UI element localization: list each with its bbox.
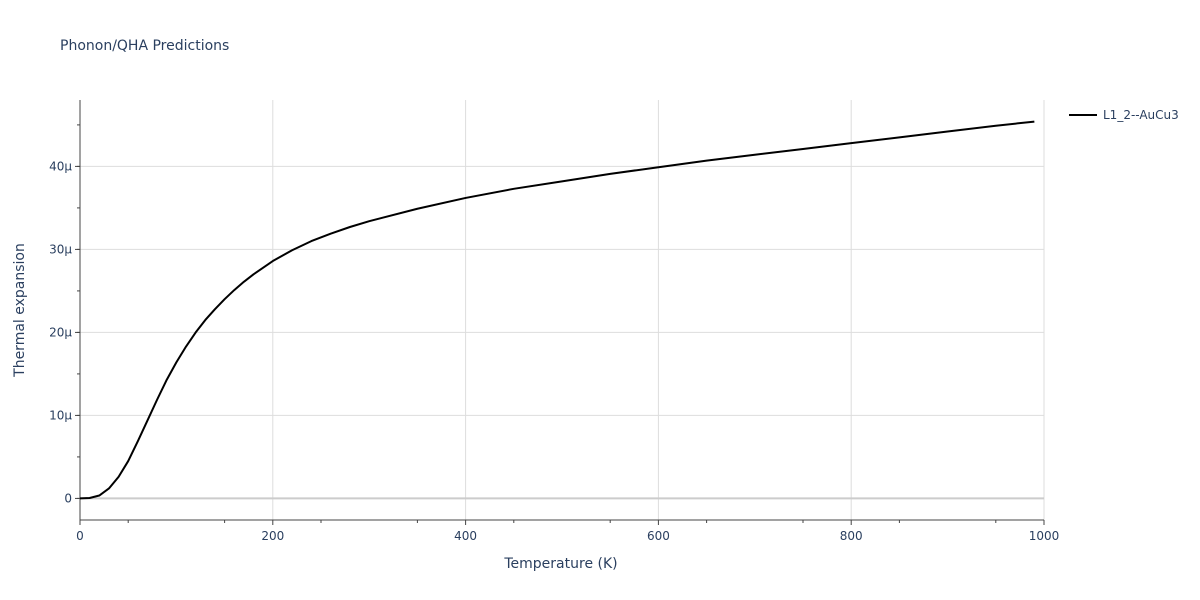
x-tick-label: 400 [454, 529, 477, 543]
y-tick-label: 40µ [49, 159, 72, 173]
y-gridlines [80, 165, 1044, 500]
x-tick-label: 600 [647, 529, 670, 543]
chart-title: Phonon/QHA Predictions [60, 38, 229, 54]
x-axis-label: Temperature (K) [503, 556, 617, 572]
y-tick-label: 0 [64, 491, 72, 505]
x-tick-label: 800 [840, 529, 863, 543]
series-line-0[interactable] [79, 120, 1035, 500]
series-layer [79, 120, 1035, 500]
y-tick-label: 20µ [49, 325, 72, 339]
legend[interactable]: L1_2--AuCu3 [1069, 108, 1179, 122]
y-axis-label: Thermal expansion [12, 243, 28, 378]
x-gridlines [272, 100, 1045, 520]
legend-label: L1_2--AuCu3 [1103, 108, 1179, 122]
x-tick-label: 0 [76, 529, 84, 543]
x-tick-label: 1000 [1029, 529, 1060, 543]
x-tick-label: 200 [261, 529, 284, 543]
y-tick-label: 30µ [49, 242, 72, 256]
y-axis-ticks: 0 10µ 20µ 30µ 40µ [49, 124, 80, 505]
y-tick-label: 10µ [49, 408, 72, 422]
x-axis-ticks: 0 200 400 600 800 1000 [76, 520, 1059, 543]
